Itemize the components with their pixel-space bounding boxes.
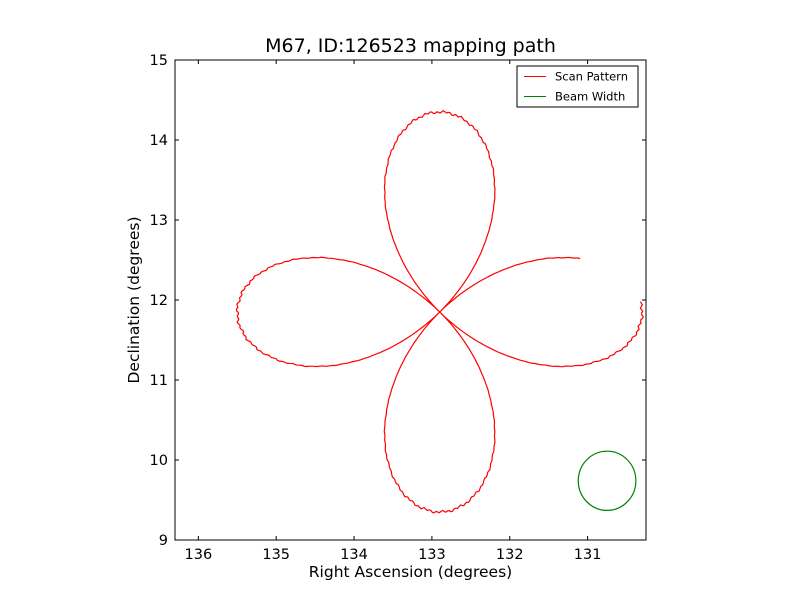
legend-beam-label: Beam Width xyxy=(555,90,625,104)
x-tick-label: 132 xyxy=(496,547,524,563)
chart-title: M67, ID:126523 mapping path xyxy=(265,35,556,57)
beam-width-circle xyxy=(577,450,637,511)
y-tick-label: 10 xyxy=(150,453,168,469)
data-layer xyxy=(235,110,644,514)
y-tick-label: 13 xyxy=(150,213,168,229)
x-tick-label: 135 xyxy=(262,547,290,563)
y-tick-label: 15 xyxy=(150,53,168,69)
x-tick-label: 134 xyxy=(340,547,368,563)
y-tick-label: 11 xyxy=(150,373,168,389)
y-tick-label: 12 xyxy=(150,293,168,309)
x-tick-label: 133 xyxy=(418,547,446,563)
x-tick-label: 131 xyxy=(574,547,602,563)
plot-area xyxy=(175,60,646,540)
scan-pattern-line xyxy=(235,110,644,514)
axis-ticks: 136 135 134 133 132 131 9 10 11 12 13 14 15 xyxy=(150,53,646,563)
y-tick-label: 14 xyxy=(150,133,168,149)
x-tick-label: 136 xyxy=(185,547,213,563)
legend-scan-label: Scan Pattern xyxy=(555,70,628,84)
legend: Scan Pattern Beam Width xyxy=(516,65,639,108)
y-tick-label: 9 xyxy=(159,533,168,549)
y-axis-label: Declination (degrees) xyxy=(125,216,143,383)
legend-box xyxy=(516,65,639,108)
x-axis-label: Right Ascension (degrees) xyxy=(309,563,512,581)
